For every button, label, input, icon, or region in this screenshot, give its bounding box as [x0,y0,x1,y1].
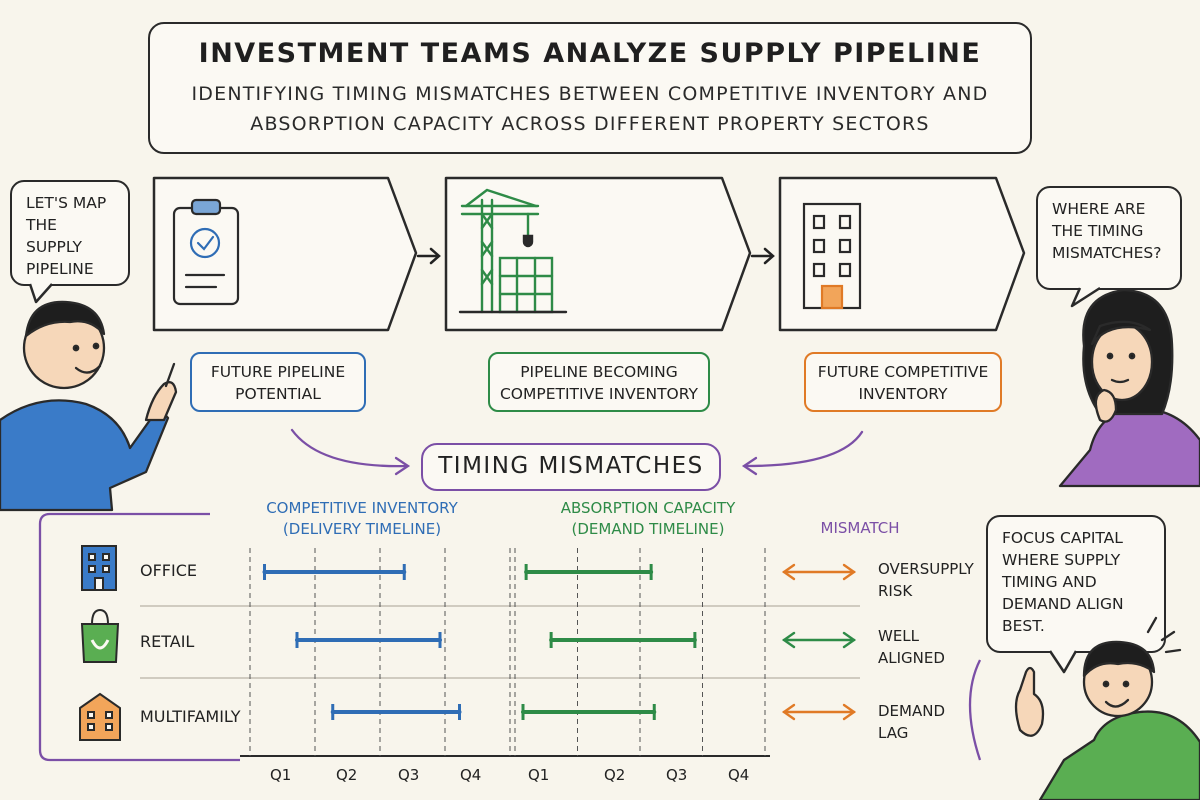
speech-bubble-right-text: Where are the timing mismatches? [1052,200,1162,262]
person-left-illustration [0,300,178,512]
q-label-supply-1: Q1 [270,766,292,784]
bubble-tail-left [28,283,53,304]
double-arrow-icon-multifamily [781,703,857,721]
bar-supply-office [262,564,407,580]
tag-future-competitive: Future competitive inventory [804,352,1002,412]
bar-demand-retail [549,632,697,648]
arrow-permits-to-construction [416,247,441,265]
bubble-tail-bottom-right [1048,650,1078,674]
page-subtitle: Identifying timing mismatches between co… [191,83,989,135]
timing-mismatches-label: Timing mismatches [421,443,721,491]
speech-bubble-bottom-right: Focus capital where supply timing and de… [986,515,1166,653]
q-label-supply-3: Q3 [398,766,420,784]
bar-demand-office [524,564,654,580]
clipboard-icon [172,198,240,306]
arrow-construction-to-delivery [750,247,775,265]
apartment-building-icon [79,692,121,741]
double-arrow-icon-office [781,563,857,581]
absorption-capacity-header: Absorption capacity (demand timeline) [560,499,736,538]
q-label-demand-4: Q4 [728,766,750,784]
mismatch-header: Mismatch [820,519,900,537]
curve-arrow-right [741,430,864,476]
row-label-multifamily: Multifamily [140,707,241,726]
step-delivery-desc: Projects delivered to the market [880,239,976,302]
building-icon [802,202,862,310]
shopping-bag-icon [80,608,120,663]
header-box: Investment Teams Analyze Supply Pipeline… [148,22,1032,154]
q-label-demand-1: Q1 [528,766,550,784]
person-right-illustration [1058,288,1200,488]
step-construction-desc: Projects that have begun construction [576,255,677,318]
step-permits-title: 1. Permits [262,198,384,220]
bubble-tail-right [1070,286,1101,308]
speech-bubble-right: Where are the timing mismatches? [1036,186,1182,290]
mismatch-label-multifamily: Demand lag [878,702,946,742]
step-delivery-title: 3. Delivery [862,198,993,220]
step-permits-desc: Projects in the approval process [270,239,385,302]
speech-bubble-bottom-right-text: Focus capital where supply timing and de… [1002,529,1124,635]
double-arrow-icon-retail [781,631,857,649]
office-building-icon [81,545,117,591]
bar-demand-multifamily [521,704,657,720]
page-title: Investment Teams Analyze Supply Pipeline [198,38,982,69]
row-label-office: Office [140,561,197,580]
row-label-retail: Retail [140,632,195,651]
tag-future-pipeline: Future pipeline potential [190,352,366,412]
mismatch-label-retail: Well aligned [878,627,945,667]
q-label-demand-2: Q2 [604,766,626,784]
tag-pipeline-competitive: Pipeline becoming competitive inventory [488,352,710,412]
bar-supply-multifamily [330,704,462,720]
speech-bubble-left: Let's map the supply pipeline [10,180,130,286]
q-label-demand-3: Q3 [666,766,688,784]
crane-icon [458,188,568,314]
speech-bubble-left-text: Let's map the supply pipeline [26,194,107,278]
curve-arrow-left [290,428,411,476]
q-label-supply-2: Q2 [336,766,358,784]
bar-supply-retail [295,632,442,648]
mismatch-label-office: Oversupply risk [878,560,974,600]
q-label-supply-4: Q4 [460,766,482,784]
competitive-inventory-header: Competitive inventory (delivery timeline… [266,499,458,538]
